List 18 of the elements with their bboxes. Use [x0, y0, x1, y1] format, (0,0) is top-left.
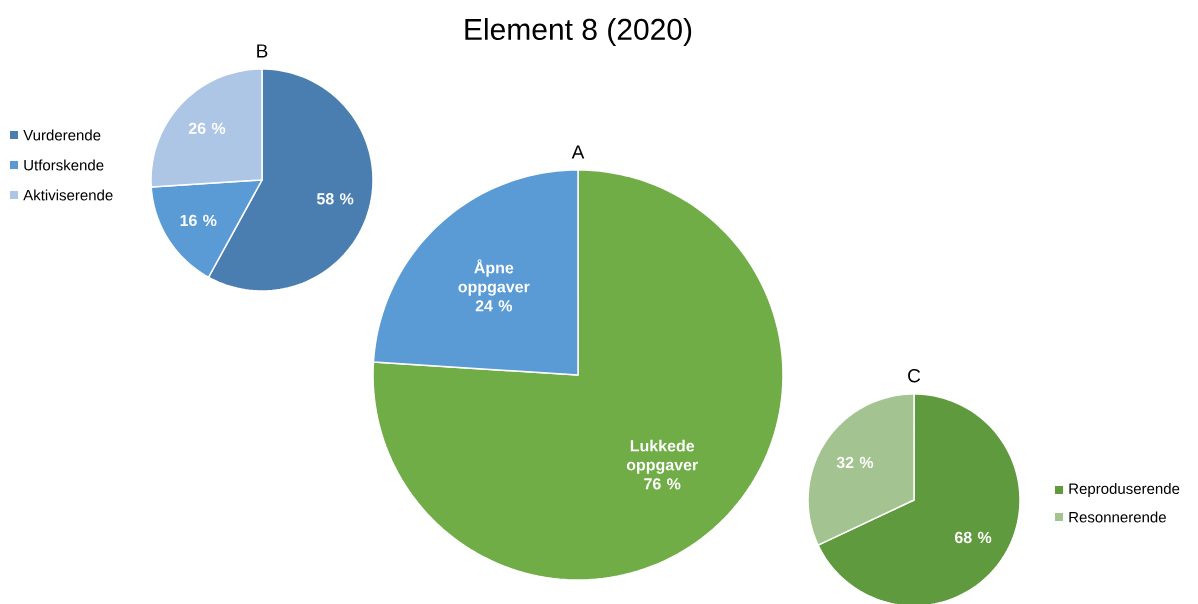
- legend-label: Aktiviserende: [23, 189, 113, 201]
- slice-label: Lukkede oppgaver: [626, 439, 698, 474]
- data-label: 32 %: [836, 456, 874, 469]
- legend-label: Vurderende: [23, 129, 101, 141]
- chart-title: B: [257, 44, 268, 58]
- legend-label: Reproduserende: [1069, 483, 1180, 497]
- text: Element 8 (2020): [465, 18, 692, 46]
- data-label: 26 %: [188, 122, 226, 134]
- data-label: 58 %: [316, 193, 354, 205]
- slice-label: Åpne oppgaver: [458, 259, 530, 296]
- chart-title: A: [571, 145, 585, 159]
- chart-title: C: [908, 369, 921, 383]
- legend-label: Resonnerende: [1069, 511, 1166, 523]
- data-label: 24 %: [475, 300, 513, 312]
- data-label: 68 %: [954, 531, 992, 544]
- data-label: 16 %: [180, 214, 217, 227]
- legend-label: Utforskende: [24, 159, 104, 171]
- data-label: 76 %: [644, 478, 681, 490]
